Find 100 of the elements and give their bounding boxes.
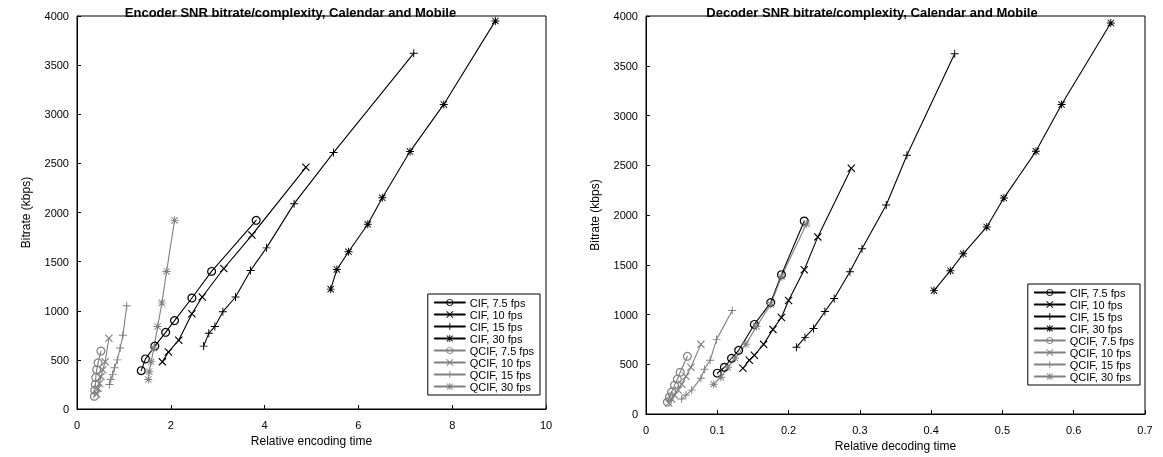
- point: [326, 285, 335, 294]
- point: [830, 294, 839, 303]
- y-axis-title: Bitrate (kbps): [19, 176, 33, 249]
- point: [929, 286, 938, 295]
- y-tick-label: 1000: [44, 304, 69, 317]
- point: [741, 340, 750, 349]
- point: [677, 380, 686, 389]
- point: [96, 346, 106, 356]
- point: [681, 372, 690, 381]
- point: [187, 309, 196, 318]
- chart-title: Decoder SNR bitrate/complexity, Calendar and Mobile: [706, 5, 1038, 20]
- point: [246, 266, 255, 275]
- point: [902, 151, 911, 160]
- point: [170, 316, 180, 326]
- legend-label: CIF, 10 fps: [469, 308, 523, 321]
- point: [122, 301, 131, 310]
- y-tick-label: 3000: [44, 108, 69, 121]
- point: [145, 367, 154, 376]
- point: [106, 375, 115, 384]
- y-tick-label: 1500: [613, 258, 638, 271]
- legend-label: CIF, 7.5 fps: [469, 296, 526, 309]
- y-axis-title: Bitrate (kbps): [588, 179, 602, 251]
- x-tick-label: 8: [449, 418, 456, 431]
- legend-label: QCIF, 10 fps: [469, 356, 532, 369]
- point: [96, 372, 105, 381]
- point: [847, 164, 856, 173]
- x-tick-label: 0.5: [994, 423, 1011, 436]
- point: [712, 335, 721, 344]
- point: [108, 370, 117, 379]
- point: [219, 264, 228, 273]
- point: [98, 365, 107, 374]
- point: [759, 340, 768, 349]
- point: [187, 293, 197, 303]
- legend-label: QCIF, 30 fps: [469, 380, 532, 393]
- point: [262, 243, 271, 252]
- point: [682, 351, 692, 361]
- y-tick-label: 3500: [613, 59, 638, 72]
- y-tick-label: 2000: [44, 206, 69, 219]
- point: [845, 267, 854, 276]
- point: [700, 365, 709, 374]
- x-axis-title: Relative encoding time: [250, 434, 373, 448]
- x-tick-label: 6: [355, 418, 362, 431]
- point: [251, 215, 261, 225]
- legend-label: CIF, 30 fps: [469, 332, 523, 345]
- point: [800, 333, 809, 342]
- legend-label: QCIF, 15 fps: [469, 368, 532, 381]
- y-tick-label: 500: [619, 358, 638, 371]
- legend-label: QCIF, 30 fps: [1069, 370, 1132, 383]
- x-axis-title: Relative decoding time: [834, 439, 957, 453]
- point: [94, 384, 103, 393]
- y-tick-label: 3000: [613, 109, 638, 122]
- point: [405, 147, 414, 156]
- point: [161, 327, 171, 337]
- y-tick-label: 2500: [44, 157, 69, 170]
- point: [1031, 147, 1040, 156]
- y-tick-label: 0: [62, 403, 69, 415]
- point: [110, 363, 119, 372]
- point: [290, 199, 299, 208]
- legend-label: CIF, 30 fps: [1069, 322, 1123, 335]
- point: [820, 307, 829, 316]
- point: [768, 325, 777, 334]
- x-tick-label: 2: [167, 418, 174, 431]
- point: [136, 366, 146, 376]
- legend-label: CIF, 15 fps: [1069, 310, 1123, 323]
- point: [210, 322, 219, 331]
- x-tick-label: 0.4: [923, 423, 939, 436]
- point: [174, 336, 183, 345]
- point: [681, 391, 690, 400]
- point: [198, 292, 207, 301]
- point: [709, 380, 718, 389]
- point: [101, 357, 110, 366]
- point: [218, 307, 227, 316]
- point: [204, 329, 213, 338]
- point: [950, 49, 959, 58]
- point: [93, 358, 103, 368]
- legend-label: QCIF, 7.5 fps: [1069, 334, 1135, 347]
- point: [686, 363, 695, 372]
- point: [105, 380, 114, 389]
- point: [491, 16, 500, 25]
- point: [113, 355, 122, 364]
- y-tick-label: 4000: [44, 10, 69, 22]
- x-tick-label: 10: [539, 418, 553, 431]
- legend-label: QCIF, 10 fps: [1069, 346, 1132, 359]
- legend-label: CIF, 7.5 fps: [1069, 286, 1126, 299]
- point: [164, 348, 173, 357]
- point: [199, 342, 208, 351]
- point: [409, 49, 418, 58]
- x-tick-label: 0.7: [1137, 423, 1153, 436]
- point: [809, 324, 818, 333]
- point: [670, 391, 679, 400]
- point: [207, 266, 217, 276]
- point: [750, 351, 759, 360]
- point: [378, 193, 387, 202]
- point: [706, 356, 715, 365]
- x-tick-label: 0.3: [852, 423, 868, 436]
- point: [734, 345, 744, 355]
- point: [696, 340, 705, 349]
- point: [687, 386, 696, 395]
- y-tick-label: 1500: [44, 255, 69, 268]
- x-tick-label: 4: [261, 418, 268, 431]
